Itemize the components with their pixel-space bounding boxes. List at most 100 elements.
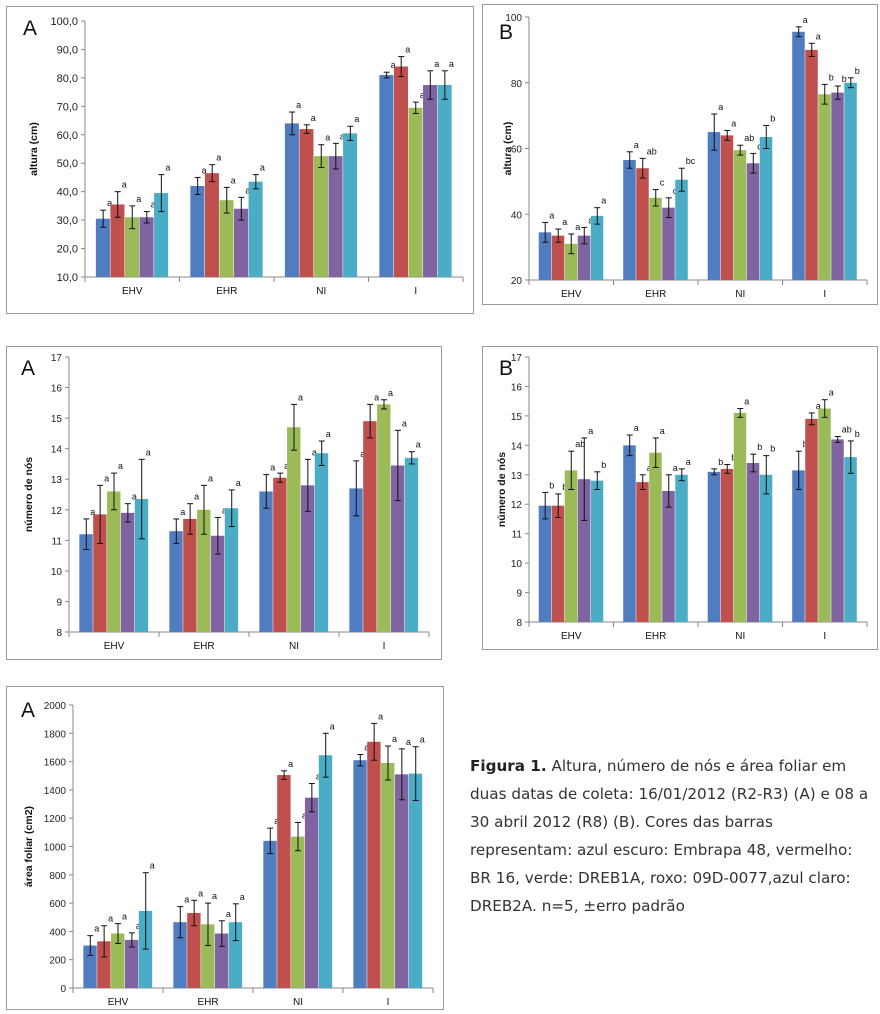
- altura-B-significance-letter: a: [816, 31, 821, 41]
- area-A-panel-letter: A: [21, 699, 35, 722]
- altura-A-bar: [110, 204, 125, 277]
- altura-A-bar: [328, 156, 343, 277]
- area-A-bar: [304, 797, 319, 988]
- nos-A-bar: [377, 404, 391, 632]
- altura-B-bar: [577, 235, 591, 280]
- chart-svg-altura-a: A 10,0 20,0 30,0 40,0 50,0 60,0 70,0 80,0 90,0 100…: [23, 16, 464, 297]
- nos-B-bar: [720, 468, 734, 622]
- nos-B-bar: [675, 474, 688, 622]
- altura-A-significance-letter: a: [202, 165, 207, 175]
- nos-B-significance-letter: a: [816, 401, 821, 411]
- nos-B-y-tick-label: 17: [511, 353, 523, 364]
- nos-B-y-tick-label: 12: [511, 500, 523, 511]
- altura-B-significance-letter: a: [562, 217, 567, 227]
- altura-B-bar: [792, 31, 805, 281]
- area-A-y-tick-label: 1200: [44, 814, 67, 825]
- nos-A-bar: [363, 421, 377, 632]
- altura-A-bar: [313, 156, 329, 277]
- nos-B-significance-letter: a: [829, 388, 834, 398]
- altura-A-y-tick-label: 80,0: [57, 73, 78, 85]
- nos-B-significance-letter: b: [757, 442, 762, 452]
- nos-A-significance-letter: a: [194, 492, 199, 502]
- altura-A-bar: [139, 217, 154, 277]
- altura-B-significance-letter: ab: [744, 133, 754, 143]
- altura-A-y-tick-label: 60,0: [57, 130, 78, 142]
- altura-A-significance-letter: a: [122, 180, 127, 190]
- altura-B-y-tick-label: 20: [511, 276, 523, 287]
- area-A-significance-letter: a: [136, 921, 141, 931]
- altura-A-x-tick-label: I: [414, 286, 417, 297]
- altura-B-significance-letter: a: [718, 102, 723, 112]
- nos-A-panel-letter: A: [21, 357, 35, 380]
- nos-B-y-tick-label: 14: [511, 441, 523, 452]
- area-A-bar: [187, 913, 201, 988]
- altura-B-x-tick-label: EHR: [645, 289, 666, 300]
- area-A-significance-letter: a: [420, 735, 425, 745]
- nos-A-bar: [300, 485, 315, 632]
- nos-B-bar: [636, 482, 649, 622]
- chart-svg-area-a: A 0 200 400 600 800 1000 1200 1400 1600 1800 2000 ár…: [21, 699, 434, 1008]
- area-A-x-tick-label: EHV: [108, 997, 129, 1008]
- nos-A-significance-letter: a: [146, 447, 151, 457]
- altura-A-x-tick-label: EHR: [216, 286, 237, 297]
- altura-A-bar: [234, 208, 249, 277]
- altura-A-significance-letter: a: [136, 194, 141, 204]
- nos-A-y-tick-label: 8: [56, 628, 62, 639]
- area-A-significance-letter: a: [122, 912, 127, 922]
- altura-A-significance-letter: a: [311, 113, 316, 123]
- area-A-y-tick-label: 0: [60, 984, 66, 995]
- area-A-bar: [173, 922, 187, 988]
- nos-A-bar: [79, 534, 93, 632]
- altura-A-bar: [408, 107, 423, 277]
- altura-A-bar: [284, 123, 299, 278]
- altura-A-bar: [190, 185, 205, 277]
- nos-B-x-tick-label: EHV: [561, 631, 582, 642]
- area-A-significance-letter: a: [240, 892, 245, 902]
- altura-A-y-tick-label: 90,0: [57, 44, 78, 56]
- nos-B-significance-letter: a: [634, 423, 639, 433]
- area-A-significance-letter: a: [94, 924, 99, 934]
- altura-B-significance-letter: a: [731, 118, 736, 128]
- altura-B-significance-letter: ab: [647, 146, 657, 156]
- altura-A-y-tick-label: 40,0: [57, 187, 78, 199]
- caption-label: Figura 1.: [470, 757, 547, 775]
- altura-B-bar: [564, 243, 578, 280]
- area-A-bar: [97, 941, 111, 988]
- area-A-significance-letter: a: [108, 914, 113, 924]
- nos-A-bar: [183, 518, 197, 632]
- area-A-y-tick-label: 2000: [44, 701, 67, 712]
- nos-A-y-tick-label: 11: [52, 536, 63, 547]
- nos-B-bar: [805, 418, 818, 622]
- nos-B-y-axis-label: número de nós: [496, 452, 508, 527]
- nos-B-bar: [746, 463, 760, 622]
- chart-panel-nos-b: B 8 9 10 11 12 13 14 15 16 17 número de nós EHV EHR NI…: [482, 346, 878, 650]
- area-A-significance-letter: a: [330, 721, 335, 731]
- nos-B-significance-letter: ab: [575, 439, 585, 449]
- nos-B-bar: [818, 408, 831, 622]
- nos-B-significance-letter: ab: [842, 425, 852, 435]
- area-A-bar: [83, 945, 97, 988]
- altura-A-significance-letter: a: [260, 163, 265, 173]
- altura-B-y-axis-label: altura (cm): [502, 122, 514, 176]
- nos-A-significance-letter: a: [360, 449, 365, 459]
- altura-A-bar: [219, 200, 234, 277]
- altura-B-bar: [636, 168, 649, 280]
- nos-B-bar: [759, 474, 773, 622]
- area-A-y-axis-label: área foliar (cm2): [23, 806, 35, 887]
- nos-B-significance-letter: a: [588, 426, 593, 436]
- nos-B-y-tick-label: 13: [511, 471, 523, 482]
- nos-A-significance-letter: a: [222, 505, 227, 515]
- nos-B-y-tick-label: 15: [511, 412, 523, 423]
- altura-B-bar: [649, 197, 662, 280]
- altura-B-significance-letter: b: [855, 66, 860, 76]
- altura-A-bar: [248, 181, 263, 277]
- area-A-bar: [214, 933, 229, 988]
- altura-A-significance-letter: a: [151, 200, 156, 210]
- altura-A-x-tick-label: NI: [316, 286, 326, 297]
- nos-A-bar: [259, 491, 273, 632]
- nos-B-y-tick-label: 11: [512, 530, 523, 541]
- nos-A-x-tick-label: I: [383, 641, 386, 652]
- altura-A-bar: [423, 85, 438, 277]
- altura-B-x-tick-label: I: [823, 289, 826, 300]
